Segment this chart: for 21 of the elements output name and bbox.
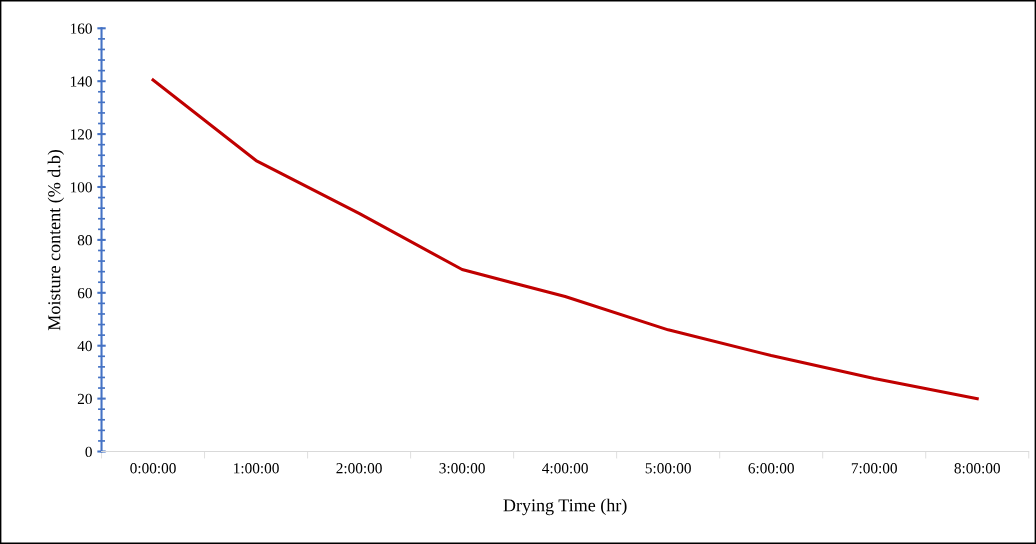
y-tick-label: 160	[70, 23, 92, 34]
line-series	[151, 78, 979, 401]
x-tick-label: 1:00:00	[234, 463, 279, 474]
y-tick-label: 140	[70, 76, 92, 87]
y-tick-label: 40	[77, 340, 92, 352]
y-tick-label: 80	[77, 235, 92, 246]
x-axis-title: Drying Time (hr)	[503, 498, 627, 516]
x-tick-label: 7:00:00	[851, 463, 897, 474]
x-tick-label: 2:00:00	[336, 463, 382, 474]
x-tick-label: 6:00:00	[748, 463, 794, 474]
y-axis-title: Moisture content (% d.b)	[47, 149, 65, 331]
x-tick-label: 8:00:00	[954, 463, 1000, 474]
y-tick-label: 100	[70, 182, 92, 193]
x-tick-label: 4:00:00	[542, 463, 588, 474]
y-tick-label: 60	[77, 287, 92, 299]
y-tick-label: 120	[70, 129, 92, 140]
x-tick-label: 0:00:00	[130, 463, 176, 474]
y-tick-label: 0	[85, 446, 92, 457]
x-tick-label: 5:00:00	[645, 463, 691, 474]
y-tick-label: 20	[77, 393, 92, 405]
x-tick-label: 3:00:00	[439, 463, 485, 474]
